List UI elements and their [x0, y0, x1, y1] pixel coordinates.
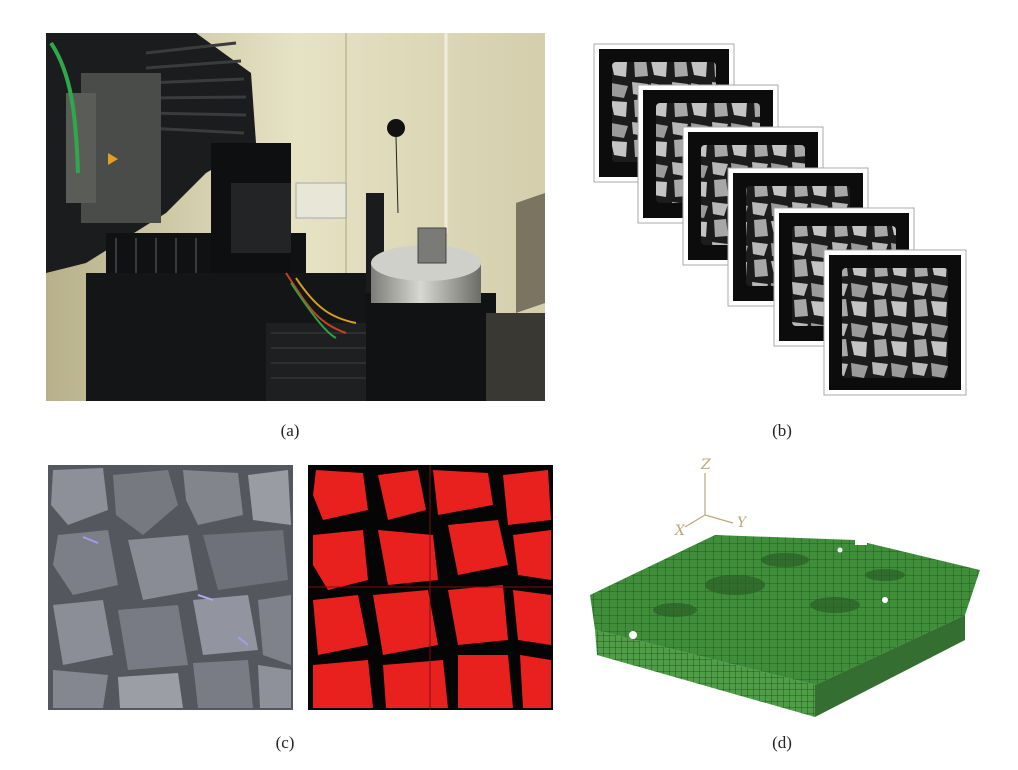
axis-label-y: Y: [737, 515, 748, 531]
caption-c: (c): [275, 733, 295, 752]
caption-b: (b): [772, 421, 792, 440]
panel-a-scanner-photo: [46, 33, 545, 401]
ct-slice-6: [823, 249, 967, 396]
coordinate-axes: [684, 473, 734, 528]
grayscale-ct-slice: [48, 465, 293, 710]
segmented-binary-image: [308, 465, 553, 710]
segmentation-images: [48, 465, 553, 710]
ct-slice-stack: [593, 43, 967, 396]
caption-d: (d): [772, 733, 792, 752]
fe-mesh-model: Z X Y: [590, 457, 980, 717]
panel-d-fe-mesh: Z X Y: [585, 455, 985, 720]
axis-label-z: Z: [700, 457, 711, 473]
caption-a: (a): [280, 421, 300, 440]
panel-c-segmentation: [48, 465, 553, 710]
scanner-photo-image: [46, 33, 545, 401]
axis-label-x: X: [674, 523, 686, 539]
panel-b-ct-slice-stack: [590, 40, 970, 400]
